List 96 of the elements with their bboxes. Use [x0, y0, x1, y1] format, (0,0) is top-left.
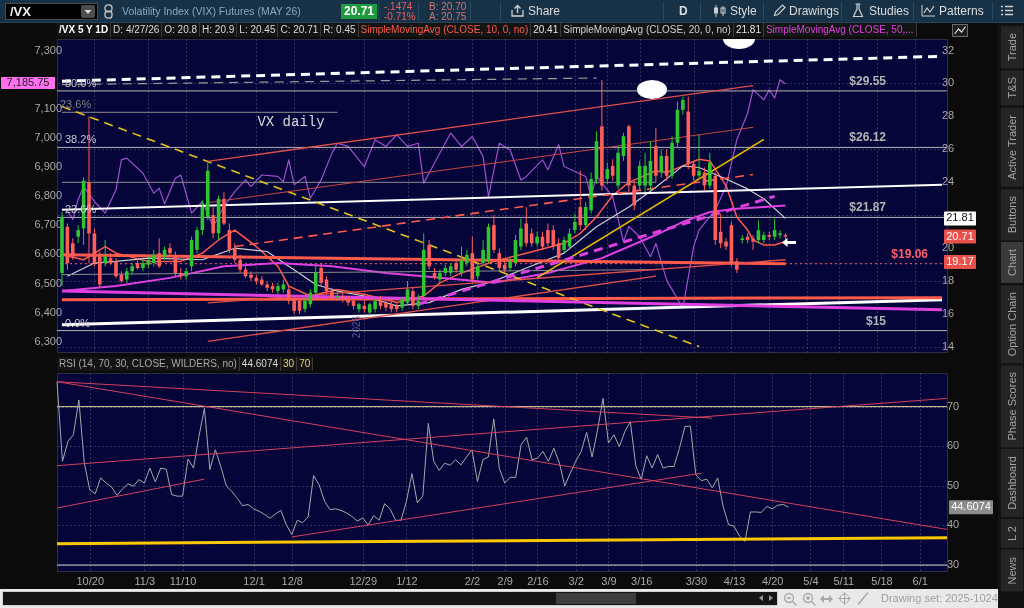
text: 20.71	[341, 4, 378, 20]
y2-tick-label: 7,300	[34, 43, 62, 56]
text: 44.6074	[239, 357, 282, 371]
text: 20.41	[531, 23, 562, 37]
annotation: 21.81	[946, 211, 974, 224]
y-tick-label: 28	[942, 109, 955, 122]
text: News	[1001, 550, 1023, 592]
y2-tick-label: 6,300	[34, 334, 62, 347]
ref-line-label: $21.87	[849, 200, 887, 215]
ref-line-label: $15	[865, 313, 887, 328]
text: Patterns	[939, 4, 984, 18]
text: T&S	[1001, 70, 1023, 106]
text: Share	[528, 4, 561, 18]
x-tick-label: 5/18	[871, 574, 893, 587]
annotation: 2026	[351, 315, 362, 339]
chart-title: Volatility Index (VIX) Futures (MAY 26)	[122, 5, 301, 18]
text: Trade	[1001, 26, 1023, 69]
text: R: 0.45	[321, 23, 359, 37]
text: Dashboard	[1001, 449, 1023, 518]
x-tick-label: 3/9	[601, 574, 617, 587]
y2-tick-label: 7,100	[34, 101, 62, 114]
x-tick-label: 3/16	[631, 574, 653, 587]
text: -.1474	[384, 1, 413, 12]
y2-tick-label: 6,400	[34, 305, 62, 318]
annotation: VX daily	[257, 114, 325, 130]
annotation: 23.6%	[65, 203, 97, 216]
text: H: 20.9	[200, 23, 238, 37]
x-tick-label: 12/29	[349, 574, 378, 587]
x-tick-label: 2/16	[527, 574, 549, 587]
text: D: 4/27/26	[111, 23, 163, 37]
ref-line-label: $26.12	[849, 130, 887, 145]
annotation: 0.0%	[65, 316, 91, 329]
text: B: 20.70	[429, 1, 467, 12]
text: 70	[297, 357, 314, 371]
text: 21.81	[733, 23, 764, 37]
x-tick-label: 12/8	[281, 574, 303, 587]
x-tick-label: 10/20	[76, 574, 105, 587]
text: Drawings	[789, 4, 840, 18]
y-tick-label: 50	[947, 478, 960, 491]
ref-line-label: $29.55	[849, 73, 887, 88]
y-tick-label: 24	[942, 175, 955, 188]
text: O: 20.8	[162, 23, 201, 37]
y-tick-label: 26	[942, 142, 955, 155]
text: L: 20.45	[237, 23, 279, 37]
y2-tick-label: 6,800	[34, 189, 62, 202]
text: SimpleMovingAvg (CLOSE, 20, 0, no)	[561, 23, 734, 37]
text: /VX	[10, 4, 31, 19]
text: Phase Scores	[1001, 364, 1023, 448]
x-tick-label: 5/11	[833, 574, 855, 587]
text: C: 20.71	[278, 23, 322, 37]
y-tick-label: 18	[942, 274, 955, 287]
series-label: RSI (14, 70, 30, CLOSE, WILDERS, no)	[57, 357, 240, 371]
x-tick-label: 6/1	[912, 574, 928, 587]
text: 30	[281, 357, 298, 371]
y2-tick-label: 7,000	[34, 131, 62, 143]
text: SimpleMovingAvg (CLOSE, 10, 0, no)	[358, 23, 532, 37]
y-tick-label: 16	[942, 307, 955, 320]
text: Buttons	[1001, 188, 1023, 240]
y-tick-label: 40	[947, 518, 960, 531]
x-tick-label: 4/13	[723, 574, 746, 587]
x-tick-label: 12/1	[243, 574, 265, 587]
x-tick-label: 1/12	[396, 574, 418, 587]
y2-tick-label: 6,900	[34, 160, 62, 173]
y-tick-label: 32	[942, 43, 955, 56]
x-tick-label: 4/20	[762, 574, 784, 587]
chart-subtitle: /VX 5 Y 1D	[57, 23, 112, 37]
text: Chart	[1001, 241, 1023, 283]
x-tick-label: 5/4	[803, 574, 819, 587]
y2-tick-label: 6,500	[34, 276, 62, 289]
annotation: 19.17	[946, 254, 974, 267]
x-tick-label: 2/2	[464, 574, 481, 587]
y-tick-label: 30	[947, 558, 960, 571]
text: Active Trader	[1001, 107, 1023, 187]
text: Option Chain	[1001, 284, 1023, 363]
y-tick-label: 70	[947, 399, 960, 412]
y-tick-label: 30	[942, 76, 955, 89]
text: 7,185.75	[6, 76, 50, 88]
text: -0.71%	[384, 11, 416, 22]
text: A: 20.75	[429, 11, 467, 22]
text: D	[679, 4, 688, 18]
text: Studies	[869, 4, 910, 18]
x-tick-label: 3/2	[568, 574, 584, 587]
y-tick-label: 14	[942, 340, 955, 353]
annotation: 44.6074	[951, 500, 991, 513]
text: L 2	[1001, 519, 1023, 549]
x-tick-label: 2/9	[497, 574, 513, 587]
y-tick-label: 60	[947, 439, 960, 452]
ref-line-label: $19.06	[891, 246, 929, 261]
x-tick-label: 3/30	[685, 574, 708, 587]
annotation: 20.71	[946, 229, 974, 242]
x-tick-label: 11/3	[134, 574, 156, 587]
text: SimpleMovingAvg (CLOSE, 50,...	[763, 23, 917, 37]
y-tick-label: 20	[942, 241, 955, 254]
text: Style	[730, 4, 757, 18]
text: Drawing set: 2025-1024	[881, 592, 998, 604]
x-tick-label: 11/10	[169, 574, 197, 587]
